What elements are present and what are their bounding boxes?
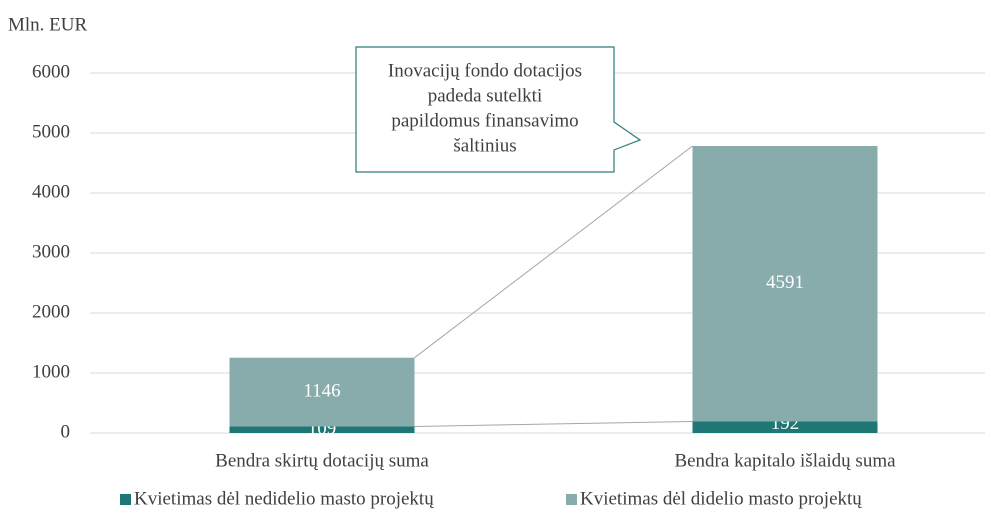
y-tick-label: 5000 xyxy=(32,121,70,142)
legend-swatch xyxy=(120,494,131,505)
legend-label: Kvietimas dėl didelio masto projektų xyxy=(580,488,862,509)
bar-segment xyxy=(229,357,415,427)
callout-text: padeda sutelkti xyxy=(428,85,543,106)
bar-segment xyxy=(692,421,878,433)
x-tick-label: Bendra kapitalo išlaidų suma xyxy=(674,450,896,471)
callout-text: šaltinius xyxy=(453,135,516,156)
data-label: 1146 xyxy=(303,380,340,401)
x-tick-label: Bendra skirtų dotacijų suma xyxy=(215,450,429,471)
connector-line xyxy=(414,420,693,427)
callout-text: papildomus finansavimo xyxy=(391,110,578,131)
bar-segment xyxy=(229,426,415,433)
data-label: 4591 xyxy=(766,272,804,293)
connector-line xyxy=(414,145,693,359)
y-tick-label: 2000 xyxy=(32,301,70,322)
legend-label: Kvietimas dėl nedidelio masto projektų xyxy=(134,488,434,509)
legend-swatch xyxy=(566,494,577,505)
y-tick-label: 4000 xyxy=(32,181,70,202)
unit-label: Mln. EUR xyxy=(8,14,88,35)
callout-text: Inovacijų fondo dotacijos xyxy=(388,60,582,81)
bar-segment xyxy=(692,146,878,422)
y-tick-label: 1000 xyxy=(32,361,70,382)
y-tick-label: 6000 xyxy=(32,61,70,82)
callout-box xyxy=(355,46,642,173)
y-tick-label: 0 xyxy=(61,421,71,442)
y-tick-label: 3000 xyxy=(32,241,70,262)
